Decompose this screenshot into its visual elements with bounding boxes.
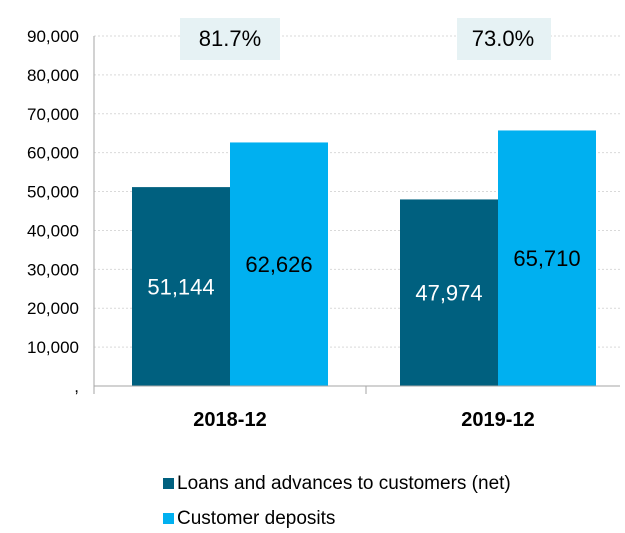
y-tick-label: 40,000 bbox=[27, 221, 79, 240]
data-label: 65,710 bbox=[513, 246, 580, 271]
y-tick-label: 90,000 bbox=[27, 27, 79, 46]
bar bbox=[230, 142, 328, 386]
legend-label: Loans and advances to customers (net) bbox=[177, 473, 511, 494]
x-axis: 2018-12 2019-12 bbox=[93, 36, 620, 431]
data-label: 62,626 bbox=[245, 252, 312, 277]
y-tick-label: 20,000 bbox=[27, 299, 79, 318]
y-tick-label: 50,000 bbox=[27, 183, 79, 202]
y-tick-label: , bbox=[74, 377, 79, 396]
x-category-label: 2018-12 bbox=[193, 409, 266, 431]
bar bbox=[132, 187, 230, 386]
data-label: 51,144 bbox=[147, 275, 214, 300]
annotation-box bbox=[457, 18, 551, 60]
y-tick-label: 80,000 bbox=[27, 66, 79, 85]
x-category-label: 2019-12 bbox=[461, 409, 534, 431]
annotation-label: 73.0% bbox=[472, 26, 534, 51]
ratio-annotations: 81.7% 73.0% bbox=[180, 18, 551, 60]
bar bbox=[498, 130, 596, 386]
annotation-box bbox=[180, 18, 280, 60]
legend-label: Customer deposits bbox=[177, 508, 335, 529]
bar bbox=[400, 199, 498, 386]
annotation-label: 81.7% bbox=[199, 26, 261, 51]
data-label: 47,974 bbox=[415, 281, 482, 306]
y-tick-label: 30,000 bbox=[27, 260, 79, 279]
legend-swatch bbox=[163, 513, 174, 524]
y-tick-label: 60,000 bbox=[27, 144, 79, 163]
bars: 51,144 62,626 47,974 65,710 bbox=[132, 130, 596, 386]
legend-swatch bbox=[163, 478, 174, 489]
y-tick-label: 10,000 bbox=[27, 338, 79, 357]
y-tick-label: 70,000 bbox=[27, 105, 79, 124]
y-axis-ticks: , 10,000 20,000 30,000 40,000 50,000 60,000 70,… bbox=[27, 27, 79, 396]
legend: Loans and advances to customers (net) Cus… bbox=[163, 473, 511, 529]
